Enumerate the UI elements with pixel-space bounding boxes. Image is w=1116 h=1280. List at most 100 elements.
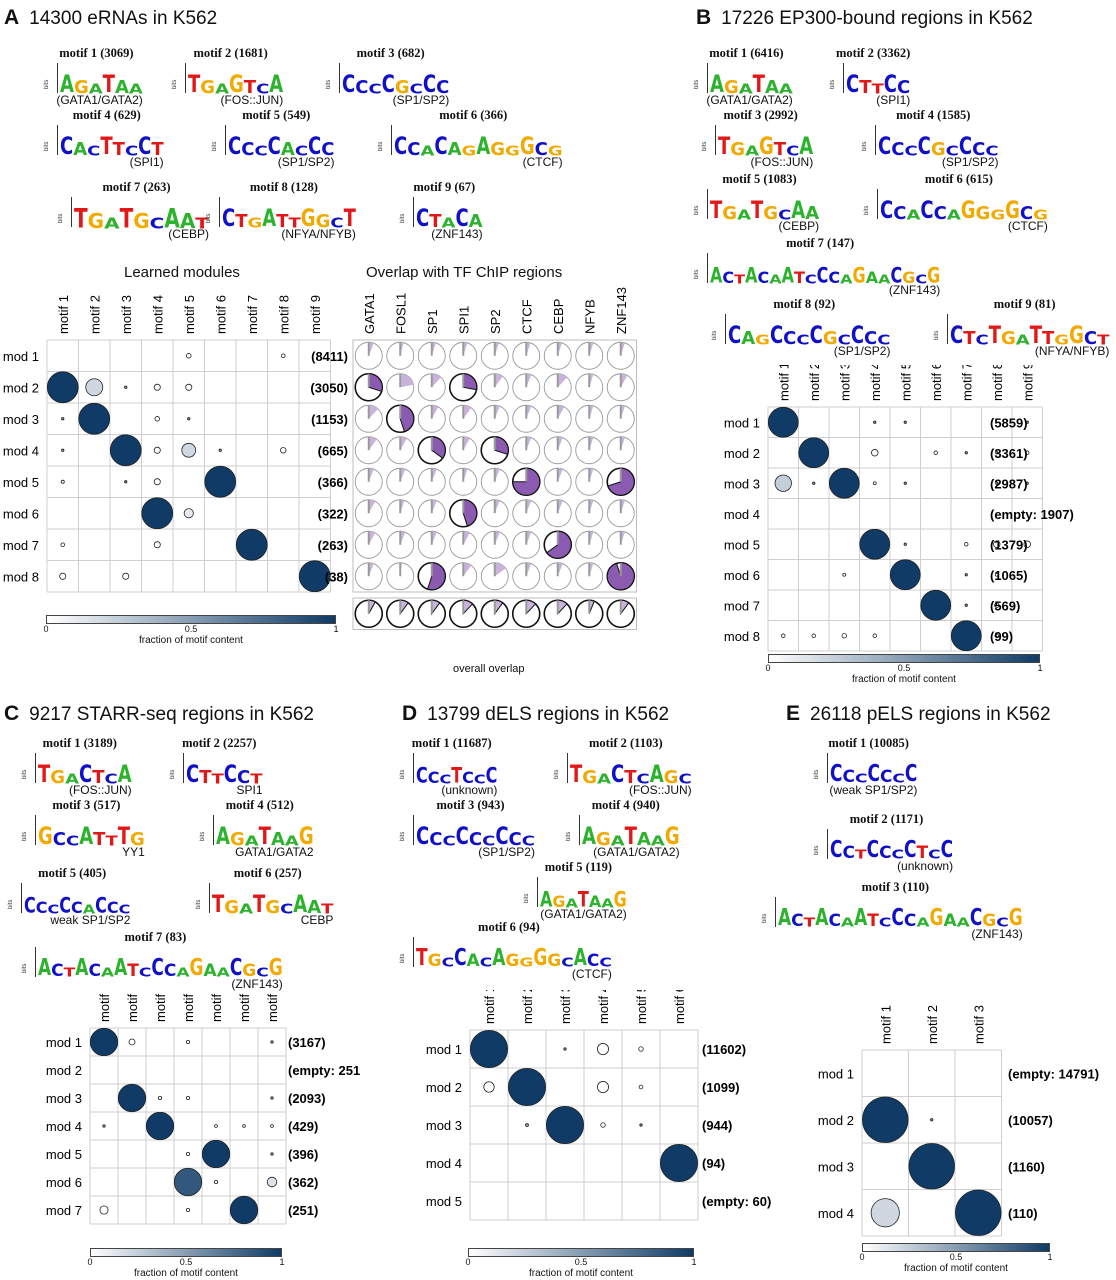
logo-letter: G: [427, 951, 442, 972]
logo-letter: A: [73, 138, 88, 160]
logo-letter: T: [867, 911, 879, 932]
bits-axis-label: bits: [400, 831, 406, 841]
motif-title: motif 7 (263): [102, 180, 171, 194]
bits-axis-label: bits: [566, 831, 572, 841]
logo-letter: G: [298, 822, 314, 851]
logo-letter: C: [722, 268, 735, 288]
module-bubble: [639, 1123, 643, 1127]
motif-title: motif 2 (2257): [182, 736, 257, 750]
module-count: (99): [990, 629, 1013, 644]
module-bubble: [229, 1195, 259, 1225]
bits-axis-label: bits: [44, 141, 50, 151]
module-bubble: [955, 1189, 1002, 1236]
motif-annotation: (FOS::JUN): [628, 783, 692, 797]
sequence-logo: bits C T A C A: [400, 195, 483, 231]
overlap-pie: [354, 562, 383, 591]
logo-letter: A: [176, 965, 190, 981]
logo-letter: T: [100, 132, 113, 161]
bits-axis-label: bits: [400, 953, 406, 963]
logo-letter: G: [394, 76, 410, 98]
logo-letter: C: [796, 332, 810, 348]
overlap-pie: [354, 372, 384, 402]
logo-letter: A: [956, 915, 970, 931]
motif-logo: motif 4 (629) bits C A C T T C C T (SPI1): [44, 108, 164, 169]
grid-row-label: mod 2: [724, 446, 760, 461]
logo-letter: G: [929, 905, 944, 933]
logo-letter: T: [112, 138, 125, 160]
logo-letter: A: [906, 207, 921, 223]
sequence-logo: bits G C C A T T T G: [22, 813, 145, 849]
logo-letter: C: [846, 70, 860, 99]
grid-row-label: mod 6: [46, 1175, 82, 1190]
logo-letter: A: [805, 202, 820, 224]
logo-letter: C: [791, 911, 804, 932]
logo-axis: [875, 125, 876, 155]
module-bubble: [298, 560, 331, 593]
overlap-pie: [480, 599, 510, 629]
logo-letter: T: [803, 915, 816, 931]
logo-letter: A: [100, 965, 115, 981]
logo-letter: G: [723, 76, 739, 98]
logo-letter: C: [933, 202, 947, 224]
logo-letter: A: [769, 272, 782, 287]
overlap-pie: [511, 467, 541, 497]
logo-letter: G: [1033, 207, 1048, 223]
logo-letter: T: [793, 268, 805, 288]
overlap-pie: [386, 341, 415, 370]
logo-letter: C: [891, 905, 904, 933]
logo-axis: [947, 314, 948, 344]
logo-letter: A: [650, 833, 665, 849]
logo-letter: C: [407, 138, 421, 160]
logo-letter: A: [649, 760, 664, 789]
module-bubble: [862, 1096, 909, 1143]
panel-a-overlap-pies: GATA1 FOSL1 SP1 SPI1 SP2 CTCF CEBP NFYB ZNF143: [352, 287, 637, 630]
logo-letter: G: [582, 766, 598, 788]
overlap-pie: [575, 436, 604, 465]
logo-letter: C: [757, 268, 770, 288]
logo-letter: C: [969, 905, 983, 933]
logo-letter: C: [828, 911, 841, 932]
logo-letter: A: [447, 138, 462, 160]
logo-letter: A: [778, 81, 793, 97]
overlap-pie: [575, 341, 604, 370]
logo-axis: [225, 125, 226, 155]
colorbar-tick: 0.5: [179, 1257, 193, 1267]
module-bubble: [181, 442, 197, 458]
motif-logo: motif 3 (943) bits C C C C C C C C C (SP1/SP2): [400, 798, 535, 859]
logo-axis: [707, 253, 708, 283]
logo-letter: C: [468, 828, 483, 850]
grid-col-label: motif 3: [558, 990, 573, 1024]
logo-letter: C: [35, 898, 48, 918]
logo-letter: C: [804, 272, 817, 287]
overlap-pie: [606, 436, 635, 465]
bits-axis-label: bits: [212, 141, 218, 151]
logo-letter: T: [199, 766, 212, 788]
motif-annotation: (unknown): [897, 859, 954, 873]
logo-letter: C: [104, 771, 118, 787]
overlap-pie: [449, 341, 478, 370]
module-bubble: [124, 385, 128, 389]
module-count: (396): [288, 1147, 318, 1162]
overlap-pie: [606, 373, 635, 402]
logo-letter: C: [439, 772, 452, 787]
motif-logo: motif 3 (2992) bits T G A G T C A (FOS::JUN): [702, 108, 813, 169]
grid-row-label: mod 2: [46, 1063, 82, 1078]
module-bubble: [994, 572, 999, 577]
overlap-pie: [543, 599, 573, 629]
motif-annotation: (SP1/SP2): [833, 344, 891, 358]
module-bubble: [597, 1043, 609, 1055]
overlap-pie: [386, 530, 415, 559]
logo-letter: G: [822, 327, 838, 349]
module-bubble: [78, 402, 111, 435]
logo-axis: [391, 125, 392, 155]
grid-col-label: motif 5: [634, 990, 649, 1024]
colorbar-label: fraction of motif content: [134, 1268, 238, 1279]
logo-axis: [413, 197, 414, 227]
module-bubble: [46, 371, 79, 404]
grid-col-label: motif 7: [245, 295, 260, 334]
overlap-pie: [354, 530, 383, 559]
overlap-pie: [543, 530, 573, 560]
panel-d-module-grid: motif 1 motif 2 motif 3 motif 4 motif 5 motif…: [426, 990, 771, 1221]
logo-letter: G: [505, 143, 520, 159]
logo-letter: C: [368, 81, 382, 97]
